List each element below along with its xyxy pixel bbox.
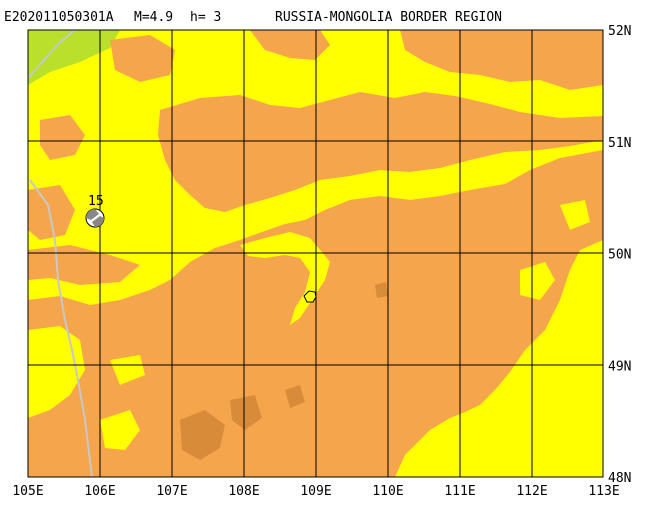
green-area — [28, 30, 120, 85]
latitude-labels: 52N 51N 50N 49N 48N — [608, 24, 631, 486]
latitude-label: 50N — [608, 248, 631, 263]
title-region: RUSSIA-MONGOLIA BORDER REGION — [275, 10, 502, 25]
longitude-label: 111E — [444, 484, 475, 499]
beachball-label: 15 — [88, 194, 104, 209]
longitude-label: 113E — [588, 484, 619, 499]
longitude-labels: 105E 106E 107E 108E 109E 110E 111E 112E 113E — [12, 484, 619, 499]
valley-yellow-4 — [110, 355, 145, 385]
longitude-label: 112E — [516, 484, 547, 499]
highland-northeast — [400, 30, 603, 90]
dark-relief-3 — [285, 385, 305, 408]
valley-yellow-3 — [100, 410, 140, 450]
east-yellow-1 — [520, 262, 555, 300]
dark-relief-4 — [375, 282, 388, 298]
longitude-label: 109E — [300, 484, 331, 499]
latitude-label: 48N — [608, 471, 631, 486]
latitude-label: 49N — [608, 359, 631, 374]
longitude-label: 107E — [156, 484, 187, 499]
title-event-id: E202011050301A — [4, 10, 114, 25]
latitude-label: 52N — [608, 24, 631, 39]
map-area — [28, 30, 603, 477]
border-line — [29, 179, 93, 477]
highland-north — [158, 92, 603, 212]
dark-relief-1 — [180, 410, 225, 460]
east-yellow-2 — [560, 200, 590, 230]
hexagon-marker-icon[interactable] — [303, 290, 317, 303]
longitude-label: 108E — [228, 484, 259, 499]
latitude-label: 51N — [608, 136, 631, 151]
highland-west-2 — [28, 185, 75, 240]
longitude-label: 105E — [12, 484, 43, 499]
highland-west — [40, 115, 85, 160]
map-frame — [27, 29, 604, 478]
longitude-label: 106E — [84, 484, 115, 499]
border-line-north — [28, 30, 76, 79]
highland-north-2 — [250, 30, 330, 60]
title-magnitude: M=4.9 — [134, 10, 173, 25]
longitude-label: 110E — [372, 484, 403, 499]
title-depth: h= 3 — [190, 10, 221, 25]
graticule — [28, 30, 603, 477]
beachball-icon[interactable] — [85, 208, 105, 228]
dark-relief-2 — [230, 395, 262, 430]
highland-northwest — [110, 35, 175, 82]
